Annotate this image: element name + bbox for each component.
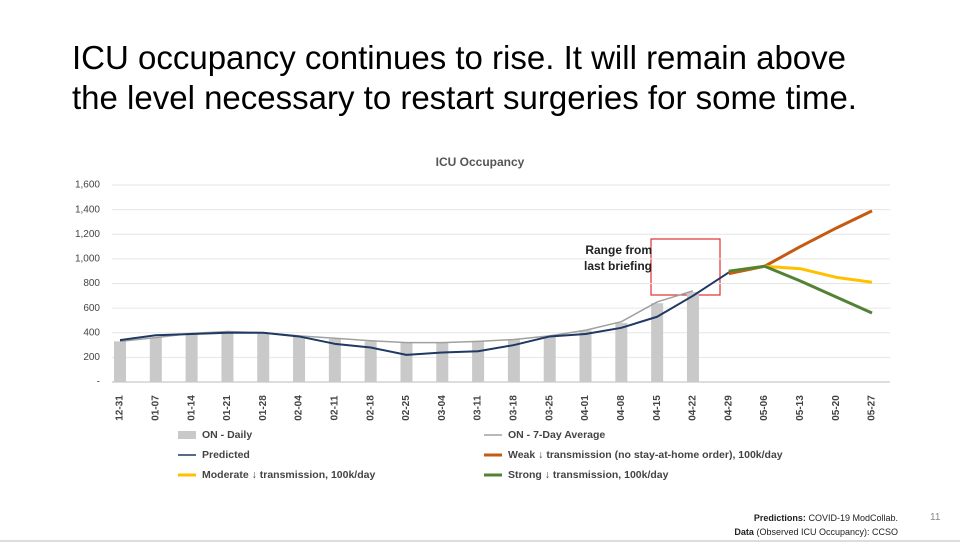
x-tick-label: 05-27 bbox=[867, 395, 878, 421]
y-tick-label: 200 bbox=[83, 352, 100, 363]
x-tick-label: 03-11 bbox=[473, 395, 484, 420]
chart: ICU Occupancy Range from last briefing -… bbox=[75, 155, 890, 481]
footer-data: Data (Observed ICU Occupancy): CCSO bbox=[734, 527, 898, 537]
footer-predictions: Predictions: COVID-19 ModCollab. bbox=[754, 513, 898, 523]
bar bbox=[149, 337, 162, 382]
bar bbox=[436, 342, 449, 382]
annotation-box: Range from last briefing bbox=[583, 243, 652, 273]
x-tick-label: 04-01 bbox=[580, 395, 591, 421]
x-tick-label: 04-29 bbox=[723, 395, 734, 421]
legend-label: ON - Daily bbox=[202, 429, 252, 441]
legend-label: Moderate ↓ transmission, 100k/day bbox=[202, 469, 375, 481]
bar bbox=[507, 339, 520, 382]
series-line bbox=[728, 209, 873, 276]
bar bbox=[615, 322, 628, 382]
bar bbox=[686, 292, 699, 382]
range-box bbox=[650, 238, 721, 296]
chart-title: ICU Occupancy bbox=[436, 155, 525, 169]
x-tick-label: 02-25 bbox=[401, 395, 412, 421]
bar bbox=[472, 341, 485, 382]
legend-label: Strong ↓ transmission, 100k/day bbox=[508, 469, 669, 481]
legend-label: Predicted bbox=[202, 449, 250, 461]
y-tick-label: 600 bbox=[83, 303, 100, 314]
x-tick-label: 12-31 bbox=[115, 395, 126, 421]
bar bbox=[293, 336, 306, 382]
x-tick-label: 01-07 bbox=[150, 395, 161, 421]
x-tick-label: 01-21 bbox=[222, 395, 233, 421]
x-tick-label: 01-14 bbox=[186, 395, 197, 421]
bar bbox=[364, 341, 377, 382]
y-tick-label: 1,000 bbox=[75, 254, 100, 265]
bar bbox=[114, 341, 126, 382]
footer-label: Data bbox=[734, 527, 754, 537]
series-line bbox=[119, 290, 694, 344]
y-tick-label: 1,400 bbox=[75, 204, 100, 215]
bar bbox=[221, 331, 234, 382]
divider bbox=[0, 540, 960, 542]
bar bbox=[328, 338, 341, 382]
x-tick-label: 05-13 bbox=[795, 395, 806, 421]
x-tick-label: 05-06 bbox=[759, 395, 770, 421]
x-tick-label: 03-04 bbox=[437, 395, 448, 421]
bar bbox=[651, 303, 664, 382]
bar bbox=[543, 336, 556, 382]
x-tick-label: 01-28 bbox=[258, 395, 269, 421]
footer-label: Predictions: bbox=[753, 513, 806, 523]
slide-title: ICU occupancy continues to rise. It will… bbox=[72, 39, 857, 116]
bar bbox=[185, 332, 198, 382]
x-tick-label: 03-25 bbox=[544, 395, 555, 421]
x-tick-label: 04-08 bbox=[616, 395, 627, 421]
series-line bbox=[119, 265, 765, 356]
page-number: 11 bbox=[930, 512, 941, 523]
legend-label: Weak ↓ transmission (no stay-at-home ord… bbox=[508, 449, 783, 461]
bar bbox=[579, 330, 592, 382]
y-tick-label: 1,200 bbox=[75, 229, 100, 240]
x-tick-label: 02-18 bbox=[365, 395, 376, 421]
y-tick-label: 400 bbox=[83, 327, 100, 338]
x-tick-label: 02-11 bbox=[329, 395, 340, 420]
y-tick-label: 800 bbox=[83, 278, 100, 289]
y-tick-label: 1,600 bbox=[75, 180, 100, 191]
x-tick-label: 04-15 bbox=[652, 395, 663, 421]
legend-swatch bbox=[178, 431, 196, 439]
x-tick-label: 02-04 bbox=[294, 395, 305, 421]
y-tick-label: - bbox=[97, 377, 100, 388]
footer-text: COVID-19 ModCollab. bbox=[808, 513, 898, 523]
series-line bbox=[728, 264, 873, 315]
x-tick-label: 05-20 bbox=[831, 395, 842, 421]
bar bbox=[400, 342, 413, 382]
footer-text: (Observed ICU Occupancy): CCSO bbox=[756, 527, 898, 537]
annotation: Range from last briefing bbox=[583, 243, 652, 273]
legend-label: ON - 7-Day Average bbox=[508, 429, 605, 441]
x-tick-label: 03-18 bbox=[509, 395, 520, 421]
bar bbox=[257, 332, 270, 382]
x-tick-label: 04-22 bbox=[688, 395, 699, 421]
